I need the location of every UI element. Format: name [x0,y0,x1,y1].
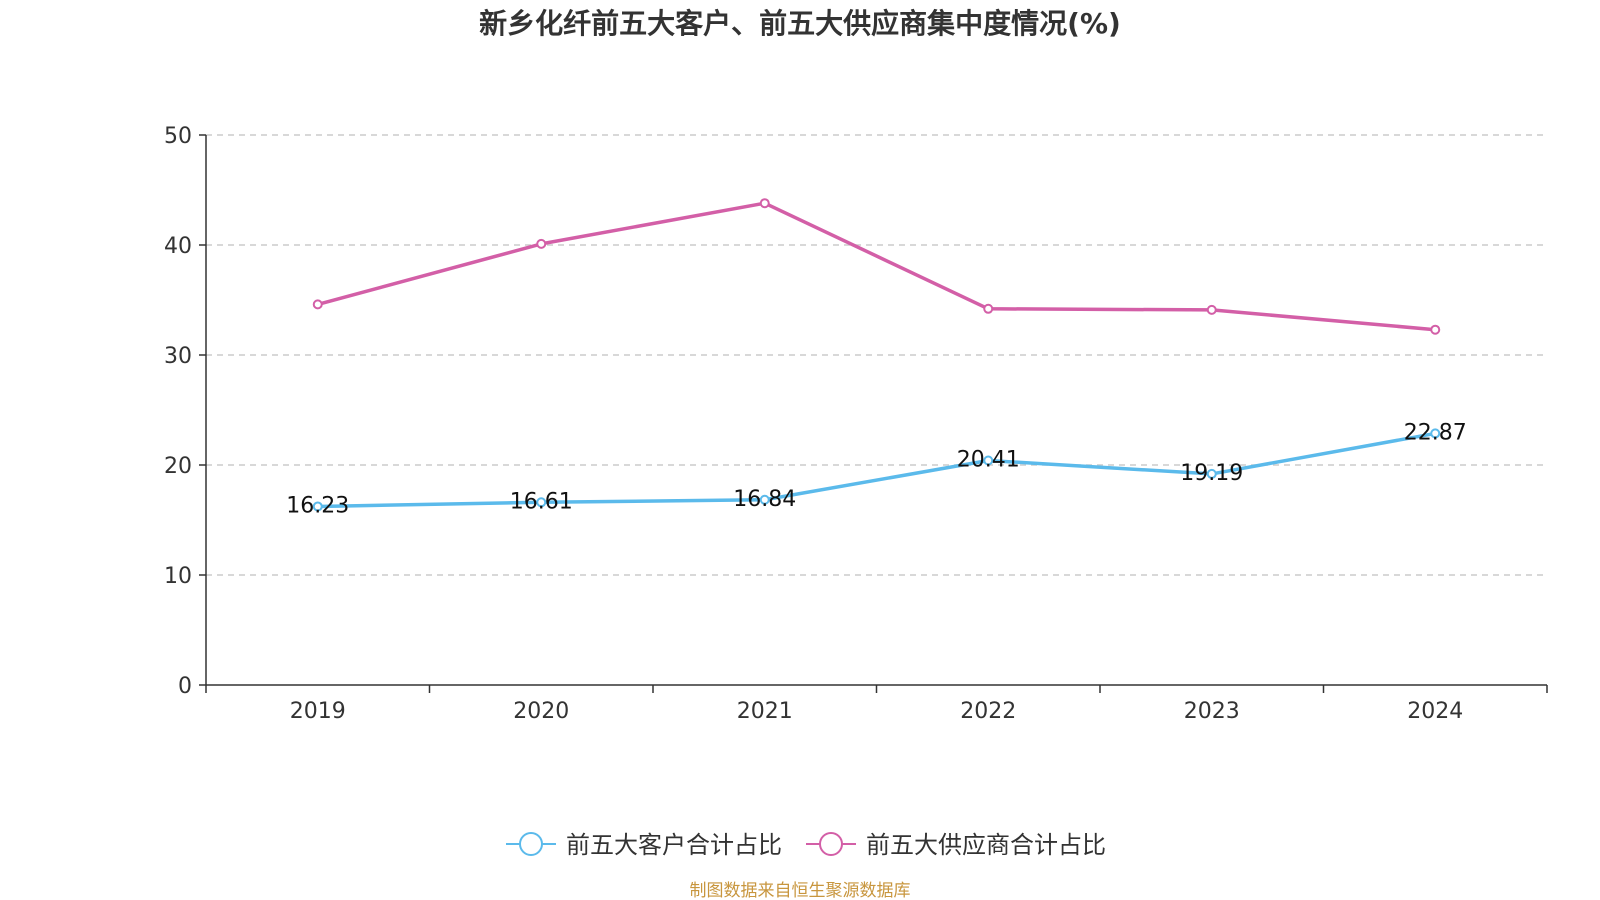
series-line [317,431,1436,509]
x-axis: 2019 2020 2021 2022 2023 2024 [205,684,1548,724]
data-point[interactable] [759,198,770,209]
data-point[interactable] [759,494,770,505]
x-tick-label: 2024 [1407,699,1463,724]
legend-item[interactable]: 前五大供应商合计占比 [806,831,1106,859]
y-tick-label: 40 [164,234,192,259]
y-tick-label: 20 [164,454,192,479]
x-tick-label: 2020 [513,699,569,724]
data-point[interactable] [536,238,547,249]
x-tick-label: 2022 [960,699,1016,724]
series-group [312,198,1441,512]
data-label: 16.61 [510,489,573,514]
data-point[interactable] [1430,324,1441,335]
x-tick-label: 2023 [1184,699,1240,724]
data-point[interactable] [983,303,994,314]
legend-marker [819,832,843,856]
data-label: 20.41 [957,447,1020,472]
legend[interactable]: 前五大客户合计占比 前五大供应商合计占比 [506,831,1106,859]
data-label: 19.19 [1180,461,1243,486]
y-tick-label: 50 [164,124,192,149]
x-tick-label: 2019 [290,699,346,724]
data-point[interactable] [536,497,547,508]
data-point[interactable] [1430,428,1441,439]
legend-label: 前五大供应商合计占比 [866,831,1106,859]
data-point[interactable] [312,299,323,310]
y-tick-label: 30 [164,344,192,369]
y-tick-label: 0 [178,674,192,699]
legend-label: 前五大客户合计占比 [566,831,782,859]
series-line [317,201,1436,332]
legend-item[interactable]: 前五大客户合计占比 [506,831,782,859]
y-axis: 0 10 20 30 40 50 [164,124,207,699]
data-point[interactable] [1206,468,1217,479]
chart-title: 新乡化纤前五大客户、前五大供应商集中度情况(%) [479,7,1121,40]
data-label: 16.84 [733,487,796,512]
legend-marker [519,832,543,856]
data-point[interactable] [1206,304,1217,315]
x-tick-label: 2021 [737,699,793,724]
y-tick-label: 10 [164,564,192,589]
data-label: 22.87 [1404,420,1467,445]
data-label: 16.23 [286,493,349,518]
data-point[interactable] [312,501,323,512]
data-point[interactable] [983,455,994,466]
source-note: 制图数据来自恒生聚源数据库 [690,881,911,900]
grid-lines [206,134,1547,576]
data-labels: 16.23 16.61 16.84 20.41 19.19 22.87 [286,420,1466,518]
